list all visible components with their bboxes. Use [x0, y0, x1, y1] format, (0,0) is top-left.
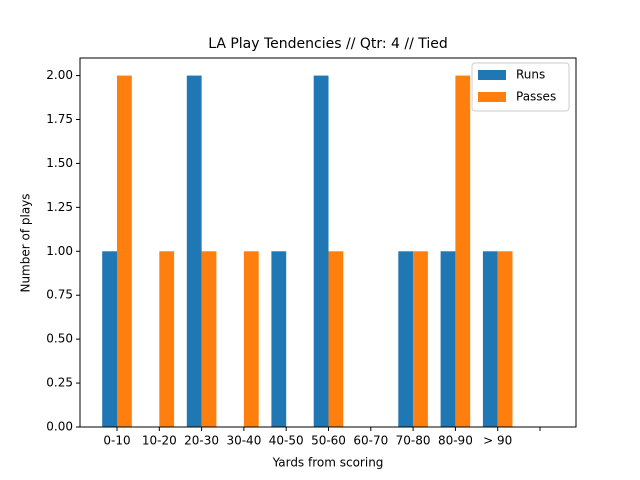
chart-title: LA Play Tendencies // Qtr: 4 // Tied	[208, 36, 448, 52]
y-tick-label: 0.00	[46, 420, 73, 434]
legend-label: Runs	[516, 68, 545, 82]
bar	[413, 251, 428, 427]
bar	[313, 75, 329, 428]
x-tick-label: 60-70	[353, 434, 388, 448]
x-axis-label: Yards from scoring	[272, 456, 384, 470]
y-tick-label: 1.00	[46, 244, 73, 258]
bar	[328, 251, 344, 427]
bar	[455, 75, 471, 428]
y-tick-label: 1.50	[46, 156, 73, 170]
x-tick-label: 50-60	[311, 434, 346, 448]
bar	[271, 251, 287, 427]
bar	[102, 251, 117, 427]
bar	[497, 251, 513, 427]
bar	[186, 75, 202, 428]
x-tick-label: 30-40	[226, 434, 261, 448]
legend-swatch	[478, 70, 506, 80]
y-tick-label: 2.00	[46, 68, 73, 82]
bar	[159, 251, 175, 427]
x-tick-label: 80-90	[438, 434, 473, 448]
y-tick-label: 0.25	[46, 376, 73, 390]
bar	[201, 251, 217, 427]
bar	[398, 251, 414, 427]
x-tick-label: 40-50	[269, 434, 304, 448]
x-tick-label: 70-80	[396, 434, 431, 448]
y-axis-label: Number of plays	[19, 193, 33, 292]
x-tick-label: 20-30	[184, 434, 219, 448]
bar	[482, 251, 498, 427]
x-tick-label: 0-10	[103, 434, 130, 448]
bar	[243, 251, 259, 427]
y-tick-label: 1.25	[46, 200, 73, 214]
plot-frame	[79, 57, 577, 428]
x-tick-label: > 90	[483, 434, 512, 448]
x-tick-label: 10-20	[142, 434, 177, 448]
bar	[440, 251, 456, 427]
y-tick-label: 0.75	[46, 288, 73, 302]
bar	[117, 75, 132, 428]
y-tick-label: 0.50	[46, 332, 73, 346]
legend-swatch	[478, 92, 506, 102]
y-tick-label: 1.75	[46, 112, 73, 126]
legend-label: Passes	[516, 90, 556, 104]
